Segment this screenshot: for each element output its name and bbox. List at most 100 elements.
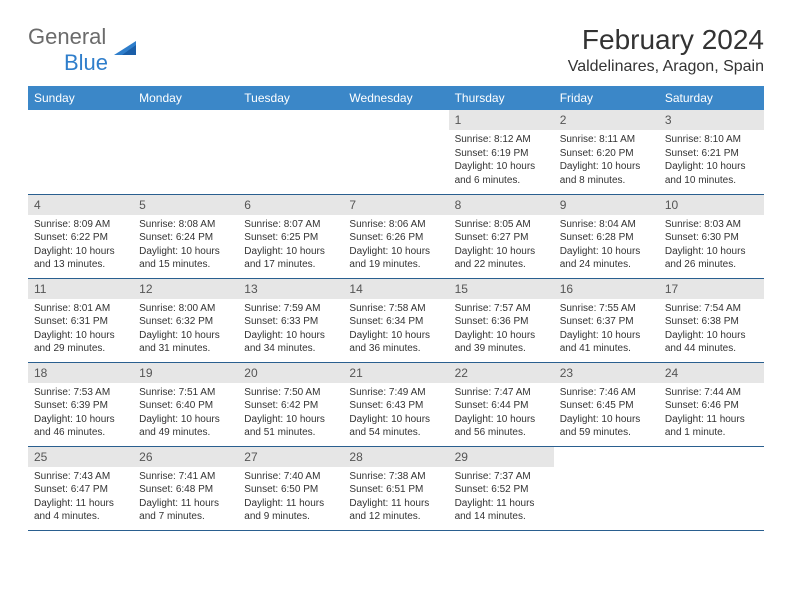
day-detail: Sunrise: 7:47 AMSunset: 6:44 PMDaylight:… bbox=[449, 383, 554, 444]
calendar-cell: 5Sunrise: 8:08 AMSunset: 6:24 PMDaylight… bbox=[133, 194, 238, 278]
calendar-cell bbox=[238, 110, 343, 194]
day-detail: Sunrise: 7:51 AMSunset: 6:40 PMDaylight:… bbox=[133, 383, 238, 444]
day-detail: Sunrise: 7:53 AMSunset: 6:39 PMDaylight:… bbox=[28, 383, 133, 444]
day-detail: Sunrise: 7:43 AMSunset: 6:47 PMDaylight:… bbox=[28, 467, 133, 528]
calendar-page: General Blue February 2024 Valdelinares,… bbox=[0, 0, 792, 551]
day-detail: Sunrise: 8:11 AMSunset: 6:20 PMDaylight:… bbox=[554, 130, 659, 191]
day-detail: Sunrise: 7:54 AMSunset: 6:38 PMDaylight:… bbox=[659, 299, 764, 360]
day-number: 14 bbox=[343, 279, 448, 299]
day-detail: Sunrise: 7:55 AMSunset: 6:37 PMDaylight:… bbox=[554, 299, 659, 360]
calendar-cell: 11Sunrise: 8:01 AMSunset: 6:31 PMDayligh… bbox=[28, 278, 133, 362]
day-detail: Sunrise: 7:44 AMSunset: 6:46 PMDaylight:… bbox=[659, 383, 764, 444]
day-number: 7 bbox=[343, 195, 448, 215]
day-detail: Sunrise: 7:49 AMSunset: 6:43 PMDaylight:… bbox=[343, 383, 448, 444]
day-number: 8 bbox=[449, 195, 554, 215]
day-number: 28 bbox=[343, 447, 448, 467]
day-number: 26 bbox=[133, 447, 238, 467]
day-number: 12 bbox=[133, 279, 238, 299]
calendar-cell: 29Sunrise: 7:37 AMSunset: 6:52 PMDayligh… bbox=[449, 446, 554, 530]
logo-line1: General bbox=[28, 24, 106, 49]
day-detail: Sunrise: 8:00 AMSunset: 6:32 PMDaylight:… bbox=[133, 299, 238, 360]
calendar-cell: 9Sunrise: 8:04 AMSunset: 6:28 PMDaylight… bbox=[554, 194, 659, 278]
day-number: 9 bbox=[554, 195, 659, 215]
day-detail: Sunrise: 7:37 AMSunset: 6:52 PMDaylight:… bbox=[449, 467, 554, 528]
logo-line2: Blue bbox=[28, 50, 108, 75]
logo: General Blue bbox=[28, 24, 140, 76]
day-detail: Sunrise: 7:57 AMSunset: 6:36 PMDaylight:… bbox=[449, 299, 554, 360]
calendar-cell bbox=[554, 446, 659, 530]
day-number: 15 bbox=[449, 279, 554, 299]
calendar-cell: 22Sunrise: 7:47 AMSunset: 6:44 PMDayligh… bbox=[449, 362, 554, 446]
month-title: February 2024 bbox=[568, 24, 764, 56]
day-number: 3 bbox=[659, 110, 764, 130]
calendar-row: 11Sunrise: 8:01 AMSunset: 6:31 PMDayligh… bbox=[28, 278, 764, 362]
day-number: 29 bbox=[449, 447, 554, 467]
calendar-cell: 7Sunrise: 8:06 AMSunset: 6:26 PMDaylight… bbox=[343, 194, 448, 278]
day-number: 2 bbox=[554, 110, 659, 130]
calendar-cell: 15Sunrise: 7:57 AMSunset: 6:36 PMDayligh… bbox=[449, 278, 554, 362]
calendar-cell: 23Sunrise: 7:46 AMSunset: 6:45 PMDayligh… bbox=[554, 362, 659, 446]
calendar-cell: 1Sunrise: 8:12 AMSunset: 6:19 PMDaylight… bbox=[449, 110, 554, 194]
day-detail: Sunrise: 8:03 AMSunset: 6:30 PMDaylight:… bbox=[659, 215, 764, 276]
calendar-cell: 4Sunrise: 8:09 AMSunset: 6:22 PMDaylight… bbox=[28, 194, 133, 278]
calendar-cell: 19Sunrise: 7:51 AMSunset: 6:40 PMDayligh… bbox=[133, 362, 238, 446]
location: Valdelinares, Aragon, Spain bbox=[568, 58, 764, 76]
calendar-cell bbox=[659, 446, 764, 530]
calendar-row: 18Sunrise: 7:53 AMSunset: 6:39 PMDayligh… bbox=[28, 362, 764, 446]
weekday-header: Tuesday bbox=[238, 86, 343, 110]
calendar-cell: 18Sunrise: 7:53 AMSunset: 6:39 PMDayligh… bbox=[28, 362, 133, 446]
day-number: 19 bbox=[133, 363, 238, 383]
day-detail: Sunrise: 8:09 AMSunset: 6:22 PMDaylight:… bbox=[28, 215, 133, 276]
calendar-cell bbox=[28, 110, 133, 194]
day-detail: Sunrise: 8:08 AMSunset: 6:24 PMDaylight:… bbox=[133, 215, 238, 276]
calendar-cell: 10Sunrise: 8:03 AMSunset: 6:30 PMDayligh… bbox=[659, 194, 764, 278]
day-number: 23 bbox=[554, 363, 659, 383]
day-detail: Sunrise: 7:38 AMSunset: 6:51 PMDaylight:… bbox=[343, 467, 448, 528]
day-number: 1 bbox=[449, 110, 554, 130]
day-number: 20 bbox=[238, 363, 343, 383]
calendar-cell: 14Sunrise: 7:58 AMSunset: 6:34 PMDayligh… bbox=[343, 278, 448, 362]
calendar-cell: 25Sunrise: 7:43 AMSunset: 6:47 PMDayligh… bbox=[28, 446, 133, 530]
calendar-cell: 17Sunrise: 7:54 AMSunset: 6:38 PMDayligh… bbox=[659, 278, 764, 362]
logo-text-block: General Blue bbox=[28, 24, 108, 76]
calendar-table: Sunday Monday Tuesday Wednesday Thursday… bbox=[28, 86, 764, 531]
day-number: 4 bbox=[28, 195, 133, 215]
weekday-header: Friday bbox=[554, 86, 659, 110]
weekday-header-row: Sunday Monday Tuesday Wednesday Thursday… bbox=[28, 86, 764, 110]
calendar-cell: 27Sunrise: 7:40 AMSunset: 6:50 PMDayligh… bbox=[238, 446, 343, 530]
calendar-cell bbox=[343, 110, 448, 194]
day-number: 24 bbox=[659, 363, 764, 383]
calendar-cell bbox=[133, 110, 238, 194]
day-detail: Sunrise: 7:40 AMSunset: 6:50 PMDaylight:… bbox=[238, 467, 343, 528]
weekday-header: Thursday bbox=[449, 86, 554, 110]
weekday-header: Monday bbox=[133, 86, 238, 110]
calendar-cell: 3Sunrise: 8:10 AMSunset: 6:21 PMDaylight… bbox=[659, 110, 764, 194]
calendar-cell: 26Sunrise: 7:41 AMSunset: 6:48 PMDayligh… bbox=[133, 446, 238, 530]
day-number: 16 bbox=[554, 279, 659, 299]
day-detail: Sunrise: 8:12 AMSunset: 6:19 PMDaylight:… bbox=[449, 130, 554, 191]
calendar-cell: 24Sunrise: 7:44 AMSunset: 6:46 PMDayligh… bbox=[659, 362, 764, 446]
weekday-header: Wednesday bbox=[343, 86, 448, 110]
day-number: 11 bbox=[28, 279, 133, 299]
day-number: 6 bbox=[238, 195, 343, 215]
day-detail: Sunrise: 8:10 AMSunset: 6:21 PMDaylight:… bbox=[659, 130, 764, 191]
day-number: 21 bbox=[343, 363, 448, 383]
day-detail: Sunrise: 8:01 AMSunset: 6:31 PMDaylight:… bbox=[28, 299, 133, 360]
day-number: 17 bbox=[659, 279, 764, 299]
day-number: 18 bbox=[28, 363, 133, 383]
day-number: 27 bbox=[238, 447, 343, 467]
day-detail: Sunrise: 8:05 AMSunset: 6:27 PMDaylight:… bbox=[449, 215, 554, 276]
day-detail: Sunrise: 8:04 AMSunset: 6:28 PMDaylight:… bbox=[554, 215, 659, 276]
day-detail: Sunrise: 7:41 AMSunset: 6:48 PMDaylight:… bbox=[133, 467, 238, 528]
calendar-cell: 6Sunrise: 8:07 AMSunset: 6:25 PMDaylight… bbox=[238, 194, 343, 278]
calendar-cell: 8Sunrise: 8:05 AMSunset: 6:27 PMDaylight… bbox=[449, 194, 554, 278]
calendar-cell: 16Sunrise: 7:55 AMSunset: 6:37 PMDayligh… bbox=[554, 278, 659, 362]
day-detail: Sunrise: 8:06 AMSunset: 6:26 PMDaylight:… bbox=[343, 215, 448, 276]
day-number: 10 bbox=[659, 195, 764, 215]
title-block: February 2024 Valdelinares, Aragon, Spai… bbox=[568, 24, 764, 76]
logo-triangle-icon bbox=[114, 39, 140, 62]
calendar-row: 1Sunrise: 8:12 AMSunset: 6:19 PMDaylight… bbox=[28, 110, 764, 194]
calendar-body: 1Sunrise: 8:12 AMSunset: 6:19 PMDaylight… bbox=[28, 110, 764, 530]
calendar-cell: 21Sunrise: 7:49 AMSunset: 6:43 PMDayligh… bbox=[343, 362, 448, 446]
calendar-cell: 2Sunrise: 8:11 AMSunset: 6:20 PMDaylight… bbox=[554, 110, 659, 194]
